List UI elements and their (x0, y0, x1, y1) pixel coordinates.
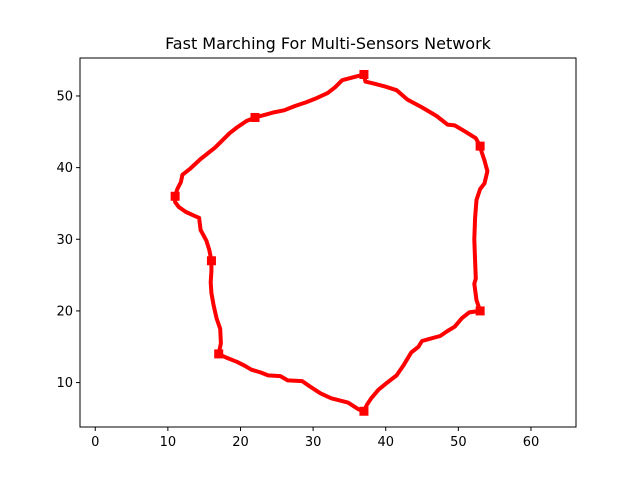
sensor-marker (359, 406, 369, 416)
sensor-markers (170, 69, 485, 416)
x-tick-label: 20 (232, 435, 249, 450)
sensor-marker (475, 141, 485, 151)
x-tick-label: 40 (377, 435, 394, 450)
fast-marching-path (173, 72, 490, 414)
chart-title: Fast Marching For Multi-Sensors Network (165, 34, 492, 53)
y-tick-label: 40 (56, 161, 73, 176)
x-tick-label: 10 (160, 435, 177, 450)
y-tick-label: 50 (56, 89, 73, 104)
x-tick-label: 60 (523, 435, 540, 450)
plot-area (79, 57, 577, 428)
x-axis: 0 10 20 30 40 50 60 (91, 427, 539, 450)
sensor-marker (206, 256, 216, 266)
sensor-marker (359, 69, 369, 79)
y-tick-label: 30 (56, 233, 73, 248)
sensor-marker (250, 112, 260, 122)
x-tick-label: 0 (91, 435, 99, 450)
sensor-marker (214, 349, 224, 359)
sensor-marker (475, 306, 485, 316)
y-tick-label: 20 (56, 304, 73, 319)
x-tick-label: 50 (450, 435, 467, 450)
path-series (173, 72, 490, 414)
x-tick-label: 30 (305, 435, 322, 450)
y-tick-label: 10 (56, 376, 73, 391)
y-axis: 10 20 30 40 50 (56, 89, 80, 391)
sensor-marker (170, 191, 180, 201)
